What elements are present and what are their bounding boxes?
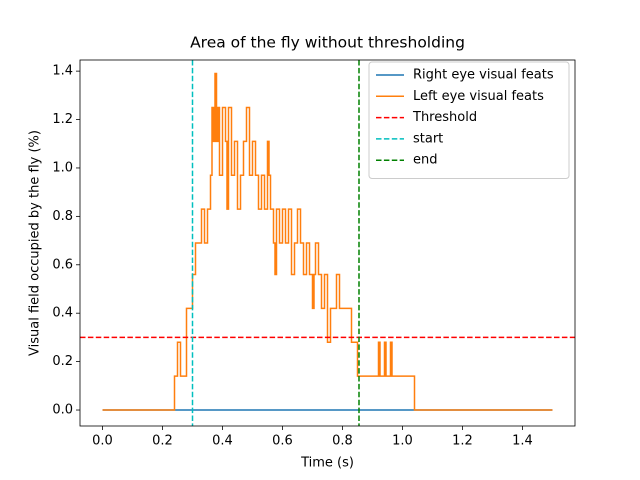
x-tick-label: 0.6 [272, 434, 293, 449]
x-tick-label: 0.8 [332, 434, 353, 449]
legend-label: Right eye visual feats [413, 68, 554, 83]
y-tick-label: 1.4 [52, 64, 73, 79]
y-tick-label: 0.6 [52, 257, 73, 272]
y-axis-label: Visual field occupied by the fly (%) [28, 130, 43, 356]
legend-label: Threshold [412, 110, 477, 125]
legend-label: end [413, 153, 438, 168]
x-axis-label: Time (s) [300, 456, 354, 471]
x-tick-label: 1.2 [452, 434, 473, 449]
legend-label: start [413, 131, 443, 146]
x-tick-label: 1.0 [392, 434, 413, 449]
y-tick-label: 0.4 [52, 306, 73, 321]
chart-title: Area of the fly without thresholding [190, 34, 465, 52]
y-tick-label: 1.0 [52, 160, 73, 175]
x-tick-label: 1.4 [512, 434, 533, 449]
legend-label: Left eye visual feats [413, 89, 544, 104]
y-tick-label: 0.0 [52, 403, 73, 418]
series-line [102, 72, 553, 411]
x-tick-label: 0.2 [152, 434, 173, 449]
y-tick-label: 1.2 [52, 112, 73, 127]
y-tick-label: 0.2 [52, 354, 73, 369]
x-tick-label: 0.4 [212, 434, 233, 449]
y-tick-label: 0.8 [52, 209, 73, 224]
x-tick-label: 0.0 [92, 434, 113, 449]
legend-box [368, 61, 570, 179]
axes-frame [79, 59, 576, 427]
